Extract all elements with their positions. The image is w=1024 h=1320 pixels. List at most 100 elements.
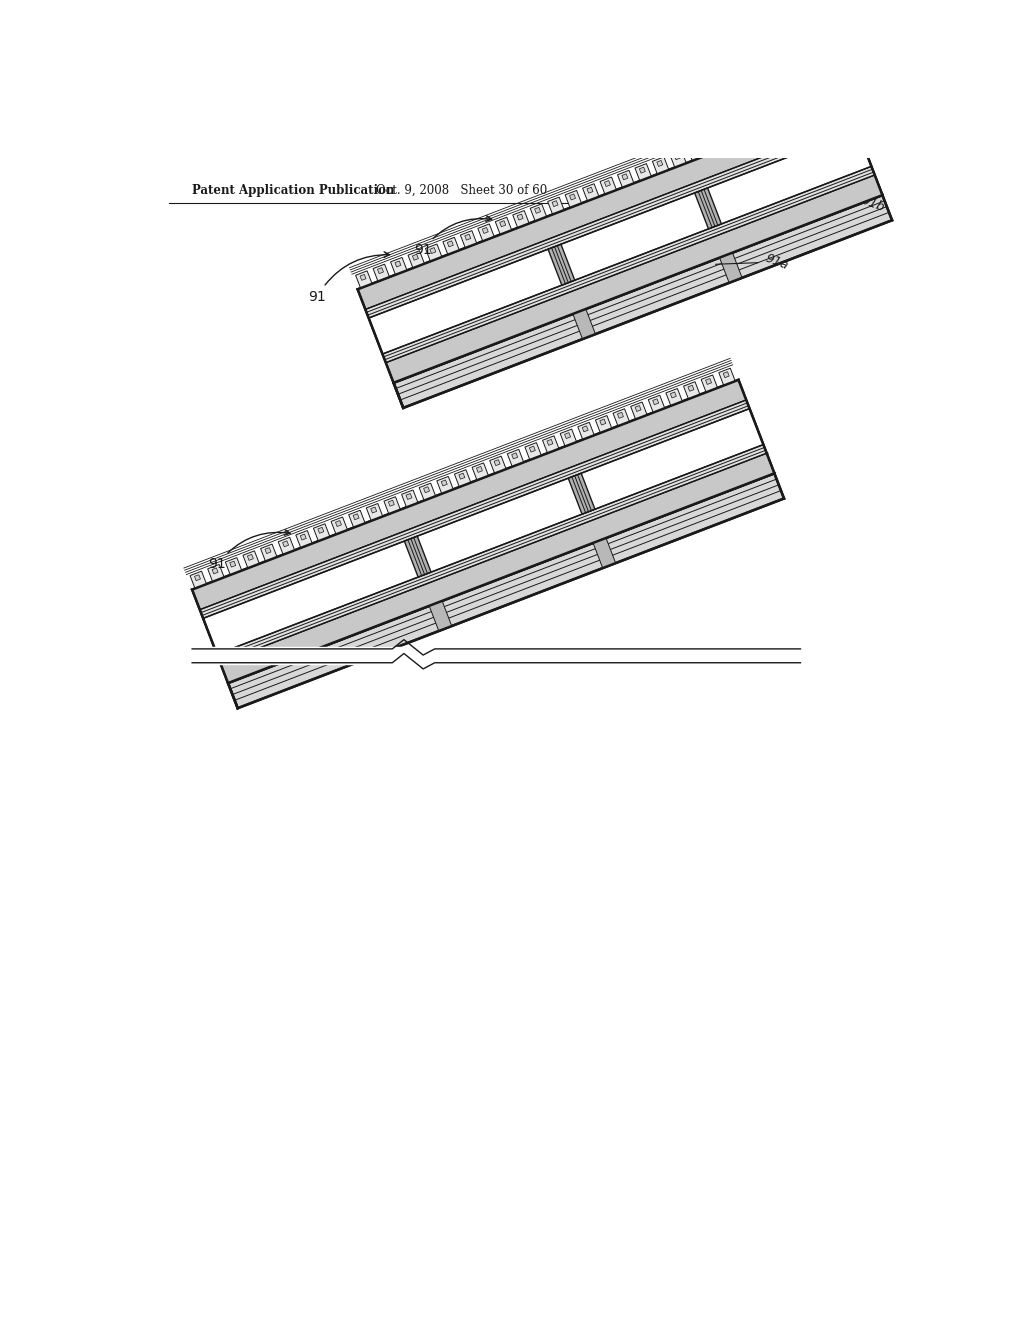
Polygon shape: [349, 511, 366, 528]
Polygon shape: [279, 537, 295, 554]
Polygon shape: [720, 252, 742, 282]
Polygon shape: [727, 133, 732, 140]
Polygon shape: [552, 201, 558, 207]
Polygon shape: [635, 164, 651, 181]
Polygon shape: [656, 161, 663, 166]
Text: 91: 91: [414, 215, 492, 257]
Polygon shape: [548, 244, 574, 285]
Polygon shape: [701, 375, 718, 392]
Polygon shape: [353, 513, 359, 520]
Polygon shape: [639, 168, 645, 173]
Polygon shape: [195, 574, 201, 581]
Polygon shape: [706, 379, 712, 384]
Text: 91: 91: [308, 252, 389, 304]
Polygon shape: [617, 412, 624, 418]
Text: US 2008/0246812 A1: US 2008/0246812 A1: [678, 185, 816, 197]
Polygon shape: [296, 531, 312, 548]
Polygon shape: [369, 131, 871, 354]
Polygon shape: [220, 453, 774, 682]
Polygon shape: [317, 527, 324, 533]
Polygon shape: [587, 187, 593, 193]
Polygon shape: [476, 466, 482, 473]
Polygon shape: [360, 275, 366, 280]
Polygon shape: [779, 114, 785, 120]
Polygon shape: [739, 123, 756, 141]
Text: 91b: 91b: [859, 194, 887, 214]
Polygon shape: [265, 548, 271, 553]
Polygon shape: [827, 90, 844, 107]
Polygon shape: [648, 395, 665, 413]
Polygon shape: [331, 517, 347, 535]
Polygon shape: [443, 238, 460, 255]
Polygon shape: [260, 544, 278, 561]
Text: 91a: 91a: [716, 252, 791, 272]
Polygon shape: [572, 309, 596, 339]
Polygon shape: [666, 388, 682, 405]
Polygon shape: [208, 565, 224, 582]
Polygon shape: [200, 400, 750, 618]
Text: 91a: 91a: [475, 281, 502, 301]
Polygon shape: [631, 403, 647, 420]
Polygon shape: [283, 541, 289, 546]
Polygon shape: [430, 248, 436, 253]
Text: Oct. 9, 2008   Sheet 30 of 60: Oct. 9, 2008 Sheet 30 of 60: [376, 185, 547, 197]
Polygon shape: [300, 535, 306, 540]
Polygon shape: [425, 244, 442, 261]
Polygon shape: [229, 561, 236, 568]
Polygon shape: [465, 234, 471, 240]
Polygon shape: [705, 137, 721, 154]
Polygon shape: [419, 483, 435, 500]
Polygon shape: [569, 194, 575, 199]
Polygon shape: [393, 195, 892, 408]
Polygon shape: [694, 187, 722, 228]
Polygon shape: [548, 197, 564, 214]
Polygon shape: [652, 399, 658, 405]
Polygon shape: [613, 409, 630, 426]
Polygon shape: [366, 121, 857, 318]
Polygon shape: [560, 429, 577, 446]
Polygon shape: [472, 463, 488, 480]
Polygon shape: [390, 257, 407, 275]
Polygon shape: [762, 120, 768, 127]
Polygon shape: [495, 459, 500, 466]
Polygon shape: [525, 442, 542, 459]
Polygon shape: [635, 405, 641, 412]
Polygon shape: [692, 147, 697, 153]
Polygon shape: [217, 445, 767, 663]
Polygon shape: [386, 176, 883, 383]
Polygon shape: [496, 218, 512, 235]
Polygon shape: [406, 494, 412, 499]
Polygon shape: [517, 214, 523, 220]
Polygon shape: [797, 107, 803, 112]
Text: 91: 91: [209, 529, 290, 572]
Polygon shape: [774, 110, 792, 127]
Polygon shape: [228, 474, 784, 709]
Polygon shape: [190, 572, 207, 589]
Polygon shape: [424, 487, 429, 492]
Polygon shape: [388, 500, 394, 507]
Polygon shape: [593, 539, 615, 568]
Text: FIG. 24: FIG. 24: [645, 421, 771, 480]
Polygon shape: [814, 100, 820, 106]
Polygon shape: [507, 449, 523, 467]
Polygon shape: [336, 520, 341, 527]
Polygon shape: [595, 416, 612, 433]
Polygon shape: [384, 496, 400, 513]
Text: 91b: 91b: [577, 260, 604, 281]
Polygon shape: [688, 385, 694, 391]
Text: 91a: 91a: [770, 165, 798, 185]
Polygon shape: [413, 255, 419, 260]
Polygon shape: [408, 251, 425, 268]
Polygon shape: [395, 261, 401, 267]
Polygon shape: [371, 507, 377, 513]
Polygon shape: [568, 474, 595, 515]
Polygon shape: [744, 127, 751, 133]
Polygon shape: [831, 94, 838, 99]
Polygon shape: [600, 418, 606, 425]
Polygon shape: [583, 426, 588, 432]
Polygon shape: [441, 480, 447, 486]
Polygon shape: [203, 409, 763, 655]
Polygon shape: [513, 210, 529, 228]
Text: Patent Application Publication: Patent Application Publication: [193, 185, 394, 197]
Polygon shape: [710, 140, 715, 147]
